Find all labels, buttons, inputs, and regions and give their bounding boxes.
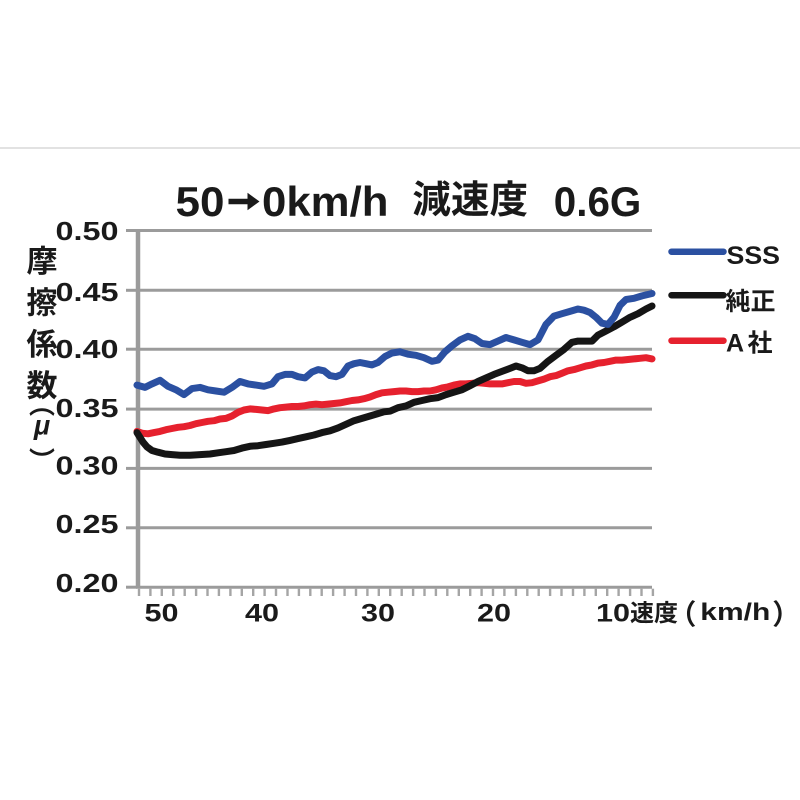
svg-text:0.50: 0.50 bbox=[56, 216, 119, 246]
svg-text:0.40: 0.40 bbox=[56, 334, 119, 364]
svg-text:20: 20 bbox=[477, 600, 511, 628]
svg-text:0.20: 0.20 bbox=[56, 568, 119, 598]
svg-text:0.30: 0.30 bbox=[56, 451, 119, 481]
svg-text:μ: μ bbox=[33, 411, 50, 441]
svg-text:50: 50 bbox=[145, 600, 179, 628]
svg-text:50: 50 bbox=[176, 178, 225, 225]
svg-text:0.6G: 0.6G bbox=[554, 178, 642, 225]
svg-text:10: 10 bbox=[596, 600, 630, 628]
svg-text:A: A bbox=[726, 330, 744, 358]
svg-text:0.25: 0.25 bbox=[56, 509, 119, 539]
svg-text:40: 40 bbox=[245, 600, 279, 628]
svg-text:0.35: 0.35 bbox=[56, 393, 119, 423]
svg-text:30: 30 bbox=[361, 600, 395, 628]
svg-text:km/h: km/h bbox=[700, 599, 770, 626]
svg-text:SSS: SSS bbox=[727, 242, 781, 270]
svg-text:0.45: 0.45 bbox=[56, 277, 119, 307]
svg-text:0km/h: 0km/h bbox=[262, 178, 389, 225]
